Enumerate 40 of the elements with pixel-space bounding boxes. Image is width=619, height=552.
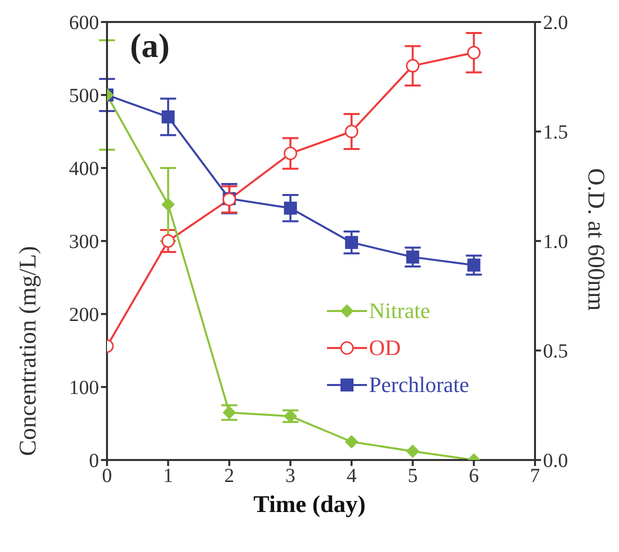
point [406,250,420,264]
x-tick-label: 1 [163,465,174,488]
point [162,198,175,211]
x-axis-title: Time (day) [252,492,367,519]
y2-axis-title: O.D. at 600nm [582,167,608,313]
point [162,110,175,124]
y2-tick-label: 2.0 [543,12,568,34]
point [406,59,420,73]
point [344,124,358,138]
point [345,236,358,249]
y2-tick-label: 0.0 [543,450,568,472]
y2-tick-label: 1.0 [543,231,568,254]
point [284,146,298,160]
legend-label: Nitrate [369,298,430,324]
y-tick-label: 0 [89,450,99,472]
y-tick-label: 100 [69,377,99,400]
legend-label: OD [369,334,401,360]
x-tick-label: 3 [285,465,296,488]
x-tick-label: 2 [224,465,234,488]
point [467,258,480,272]
point [467,46,481,60]
point [284,202,297,215]
y-tick-label: 300 [69,231,99,254]
point [345,435,358,448]
x-tick-label: 6 [468,465,479,488]
x-tick-label: 5 [408,465,418,488]
y-axis-title: Concentration (mg/L) [16,246,42,456]
y-tick-label: 500 [69,85,99,108]
y-tick-label: 600 [69,12,99,34]
y2-tick-label: 0.5 [543,340,568,363]
point [284,410,297,423]
point [161,234,175,248]
y-tick-label: 200 [69,304,99,326]
legend-label: Perchlorate [369,372,470,398]
x-tick-label: 4 [346,465,357,488]
x-tick-label: 7 [530,465,540,488]
y2-tick-label: 1.5 [543,122,568,144]
annotation: (a) [130,28,170,66]
y-tick-label: 400 [69,158,99,180]
point [406,444,420,458]
